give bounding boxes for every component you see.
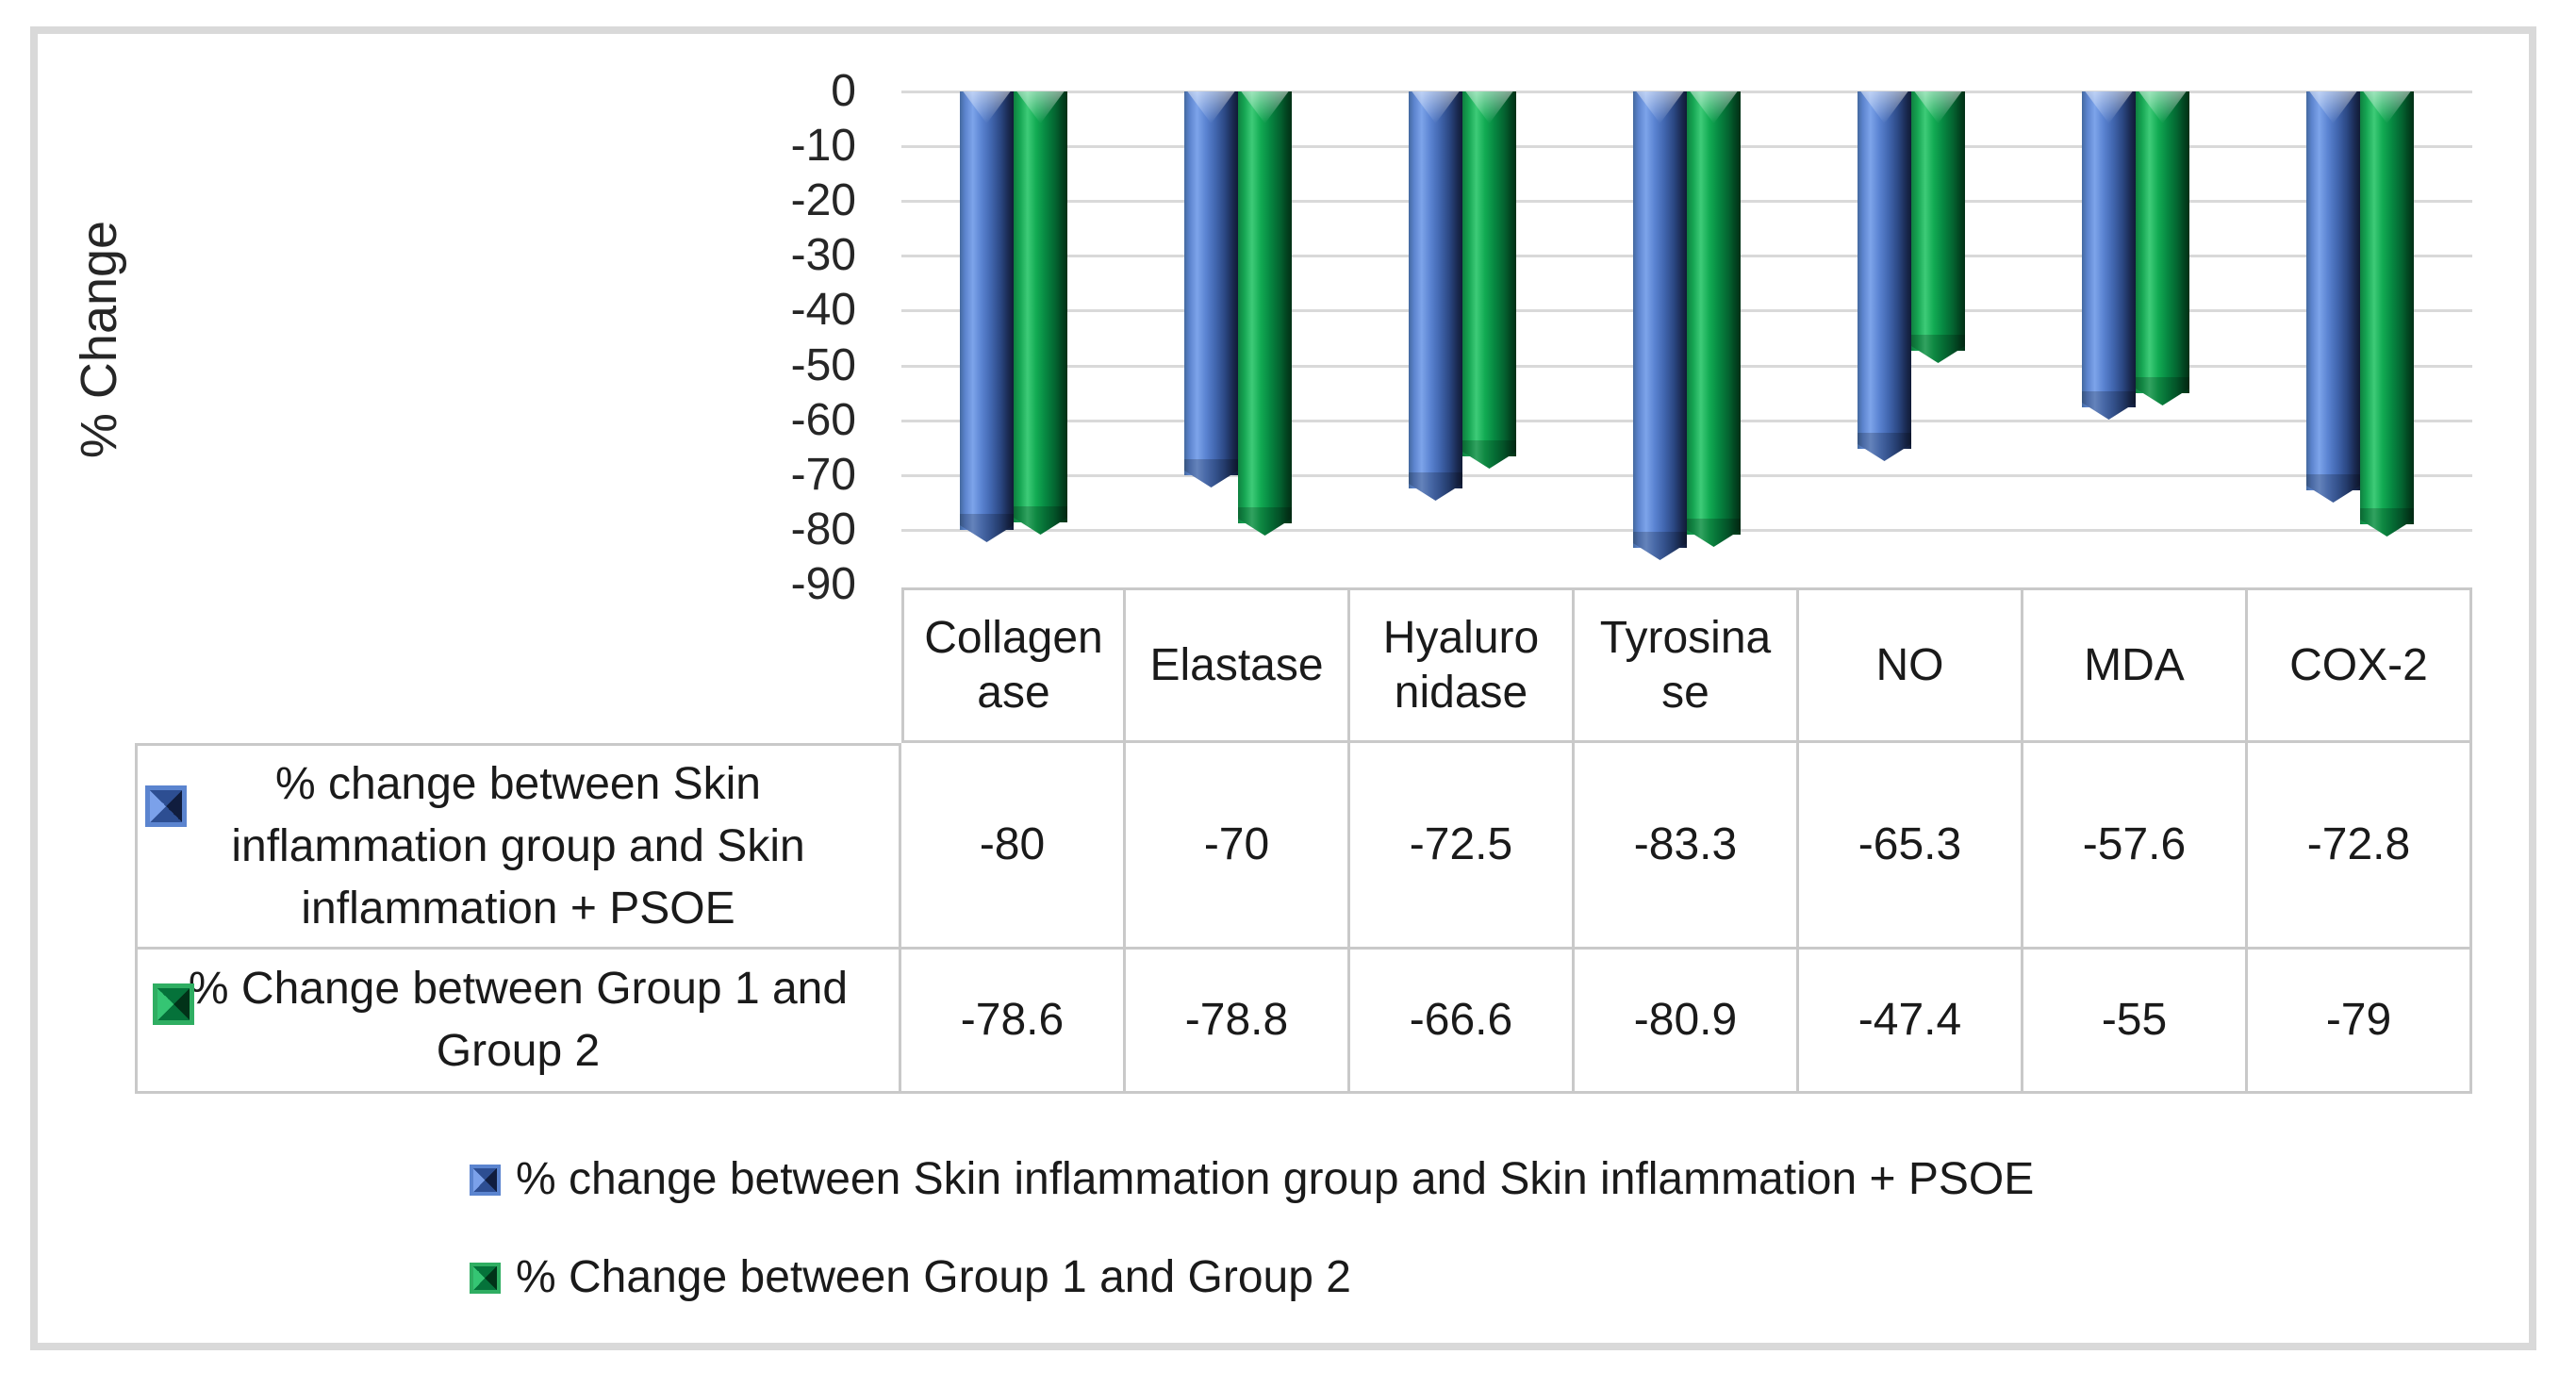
- bar-series-0-Collagenase[interactable]: [960, 91, 1014, 530]
- bar-series-0-COX-2[interactable]: [2306, 91, 2360, 490]
- table-cell-series-1-COX-2[interactable]: -79: [2248, 950, 2472, 1094]
- y-tick-label--70: -70: [790, 450, 856, 500]
- bar-series-0-Hyaluronidase[interactable]: [1409, 91, 1462, 488]
- bar-series-1-MDA[interactable]: [2136, 91, 2189, 393]
- legend-item-series-1[interactable]: % Change between Group 1 and Group 2: [470, 1250, 1351, 1305]
- series-1-marker-icon: [153, 983, 194, 1025]
- legend-series-1-label: % Change between Group 1 and Group 2: [516, 1252, 1351, 1302]
- bar-series-1-COX-2[interactable]: [2360, 91, 2414, 524]
- table-row-label-series-1-text: % Change between Group 1 and Group 2: [188, 964, 849, 1076]
- bar-series-1-NO[interactable]: [1911, 91, 1965, 351]
- plot-area: [901, 91, 2472, 585]
- table-cell-series-0-COX-2[interactable]: -72.8: [2248, 743, 2472, 950]
- y-tick-label--50: -50: [790, 340, 856, 390]
- table-header-NO[interactable]: NO: [1799, 587, 2023, 743]
- bar-series-1-Tyrosinase[interactable]: [1687, 91, 1741, 535]
- table-cell-series-1-MDA[interactable]: -55: [2023, 950, 2248, 1094]
- legend-series-0-label: % change between Skin inflammation group…: [516, 1154, 2035, 1204]
- table-header-Hyaluronidase[interactable]: Hyaluro nidase: [1350, 587, 1575, 743]
- bar-series-1-Collagenase[interactable]: [1014, 91, 1067, 522]
- bar-series-1-Elastase[interactable]: [1238, 91, 1292, 523]
- series-0-marker-icon: [145, 785, 187, 827]
- table-cell-series-0-MDA[interactable]: -57.6: [2023, 743, 2248, 950]
- y-tick-label--30: -30: [790, 230, 856, 280]
- bar-series-0-MDA[interactable]: [2082, 91, 2136, 407]
- table-cell-series-0-Hyaluronidase[interactable]: -72.5: [1350, 743, 1575, 950]
- table-header-MDA[interactable]: MDA: [2023, 587, 2248, 743]
- table-cell-series-0-Tyrosinase[interactable]: -83.3: [1575, 743, 1799, 950]
- table-cell-series-1-Hyaluronidase[interactable]: -66.6: [1350, 950, 1575, 1094]
- y-tick-label--60: -60: [790, 395, 856, 445]
- table-cell-series-0-Collagenase[interactable]: -80: [901, 743, 1126, 950]
- table-header-COX-2[interactable]: COX-2: [2248, 587, 2472, 743]
- table-header-Elastase[interactable]: Elastase: [1126, 587, 1350, 743]
- y-tick-label--20: -20: [790, 175, 856, 225]
- table-header-Collagenase[interactable]: Collagen ase: [901, 587, 1126, 743]
- table-row-label-series-1[interactable]: % Change between Group 1 and Group 2: [135, 950, 901, 1094]
- y-tick-label--40: -40: [790, 285, 856, 335]
- y-axis-tick-labels: 0 -10 -20 -30 -40 -50 -60 -70 -80 -90: [603, 66, 856, 609]
- legend-series-1-marker-icon: [470, 1262, 501, 1294]
- table-cell-series-0-NO[interactable]: -65.3: [1799, 743, 2023, 950]
- bar-series-1-Hyaluronidase[interactable]: [1462, 91, 1516, 456]
- y-tick-label--10: -10: [790, 121, 856, 171]
- table-row-label-series-0-text: % change between Skin inflammation group…: [231, 758, 805, 934]
- y-tick-label--80: -80: [790, 504, 856, 554]
- y-tick-label-0: 0: [831, 66, 856, 116]
- table-cell-series-1-Tyrosinase[interactable]: -80.9: [1575, 950, 1799, 1094]
- table-cell-series-1-Elastase[interactable]: -78.8: [1126, 950, 1350, 1094]
- table-cell-series-1-Collagenase[interactable]: -78.6: [901, 950, 1126, 1094]
- y-tick-label--90: -90: [790, 559, 856, 609]
- bar-series-0-Tyrosinase[interactable]: [1633, 91, 1687, 548]
- bar-series-0-NO[interactable]: [1858, 91, 1911, 449]
- data-table: % change between Skin inflammation group…: [135, 587, 2472, 1094]
- table-header-Tyrosinase[interactable]: Tyrosina se: [1575, 587, 1799, 743]
- table-row-label-series-0[interactable]: % change between Skin inflammation group…: [135, 743, 901, 950]
- table-cell-series-0-Elastase[interactable]: -70: [1126, 743, 1350, 950]
- legend-item-series-0[interactable]: % change between Skin inflammation group…: [470, 1152, 2034, 1207]
- y-axis-title-text: % Change: [71, 220, 127, 459]
- table-cell-series-1-NO[interactable]: -47.4: [1799, 950, 2023, 1094]
- bar-series-0-Elastase[interactable]: [1184, 91, 1238, 475]
- legend-series-0-marker-icon: [470, 1164, 501, 1196]
